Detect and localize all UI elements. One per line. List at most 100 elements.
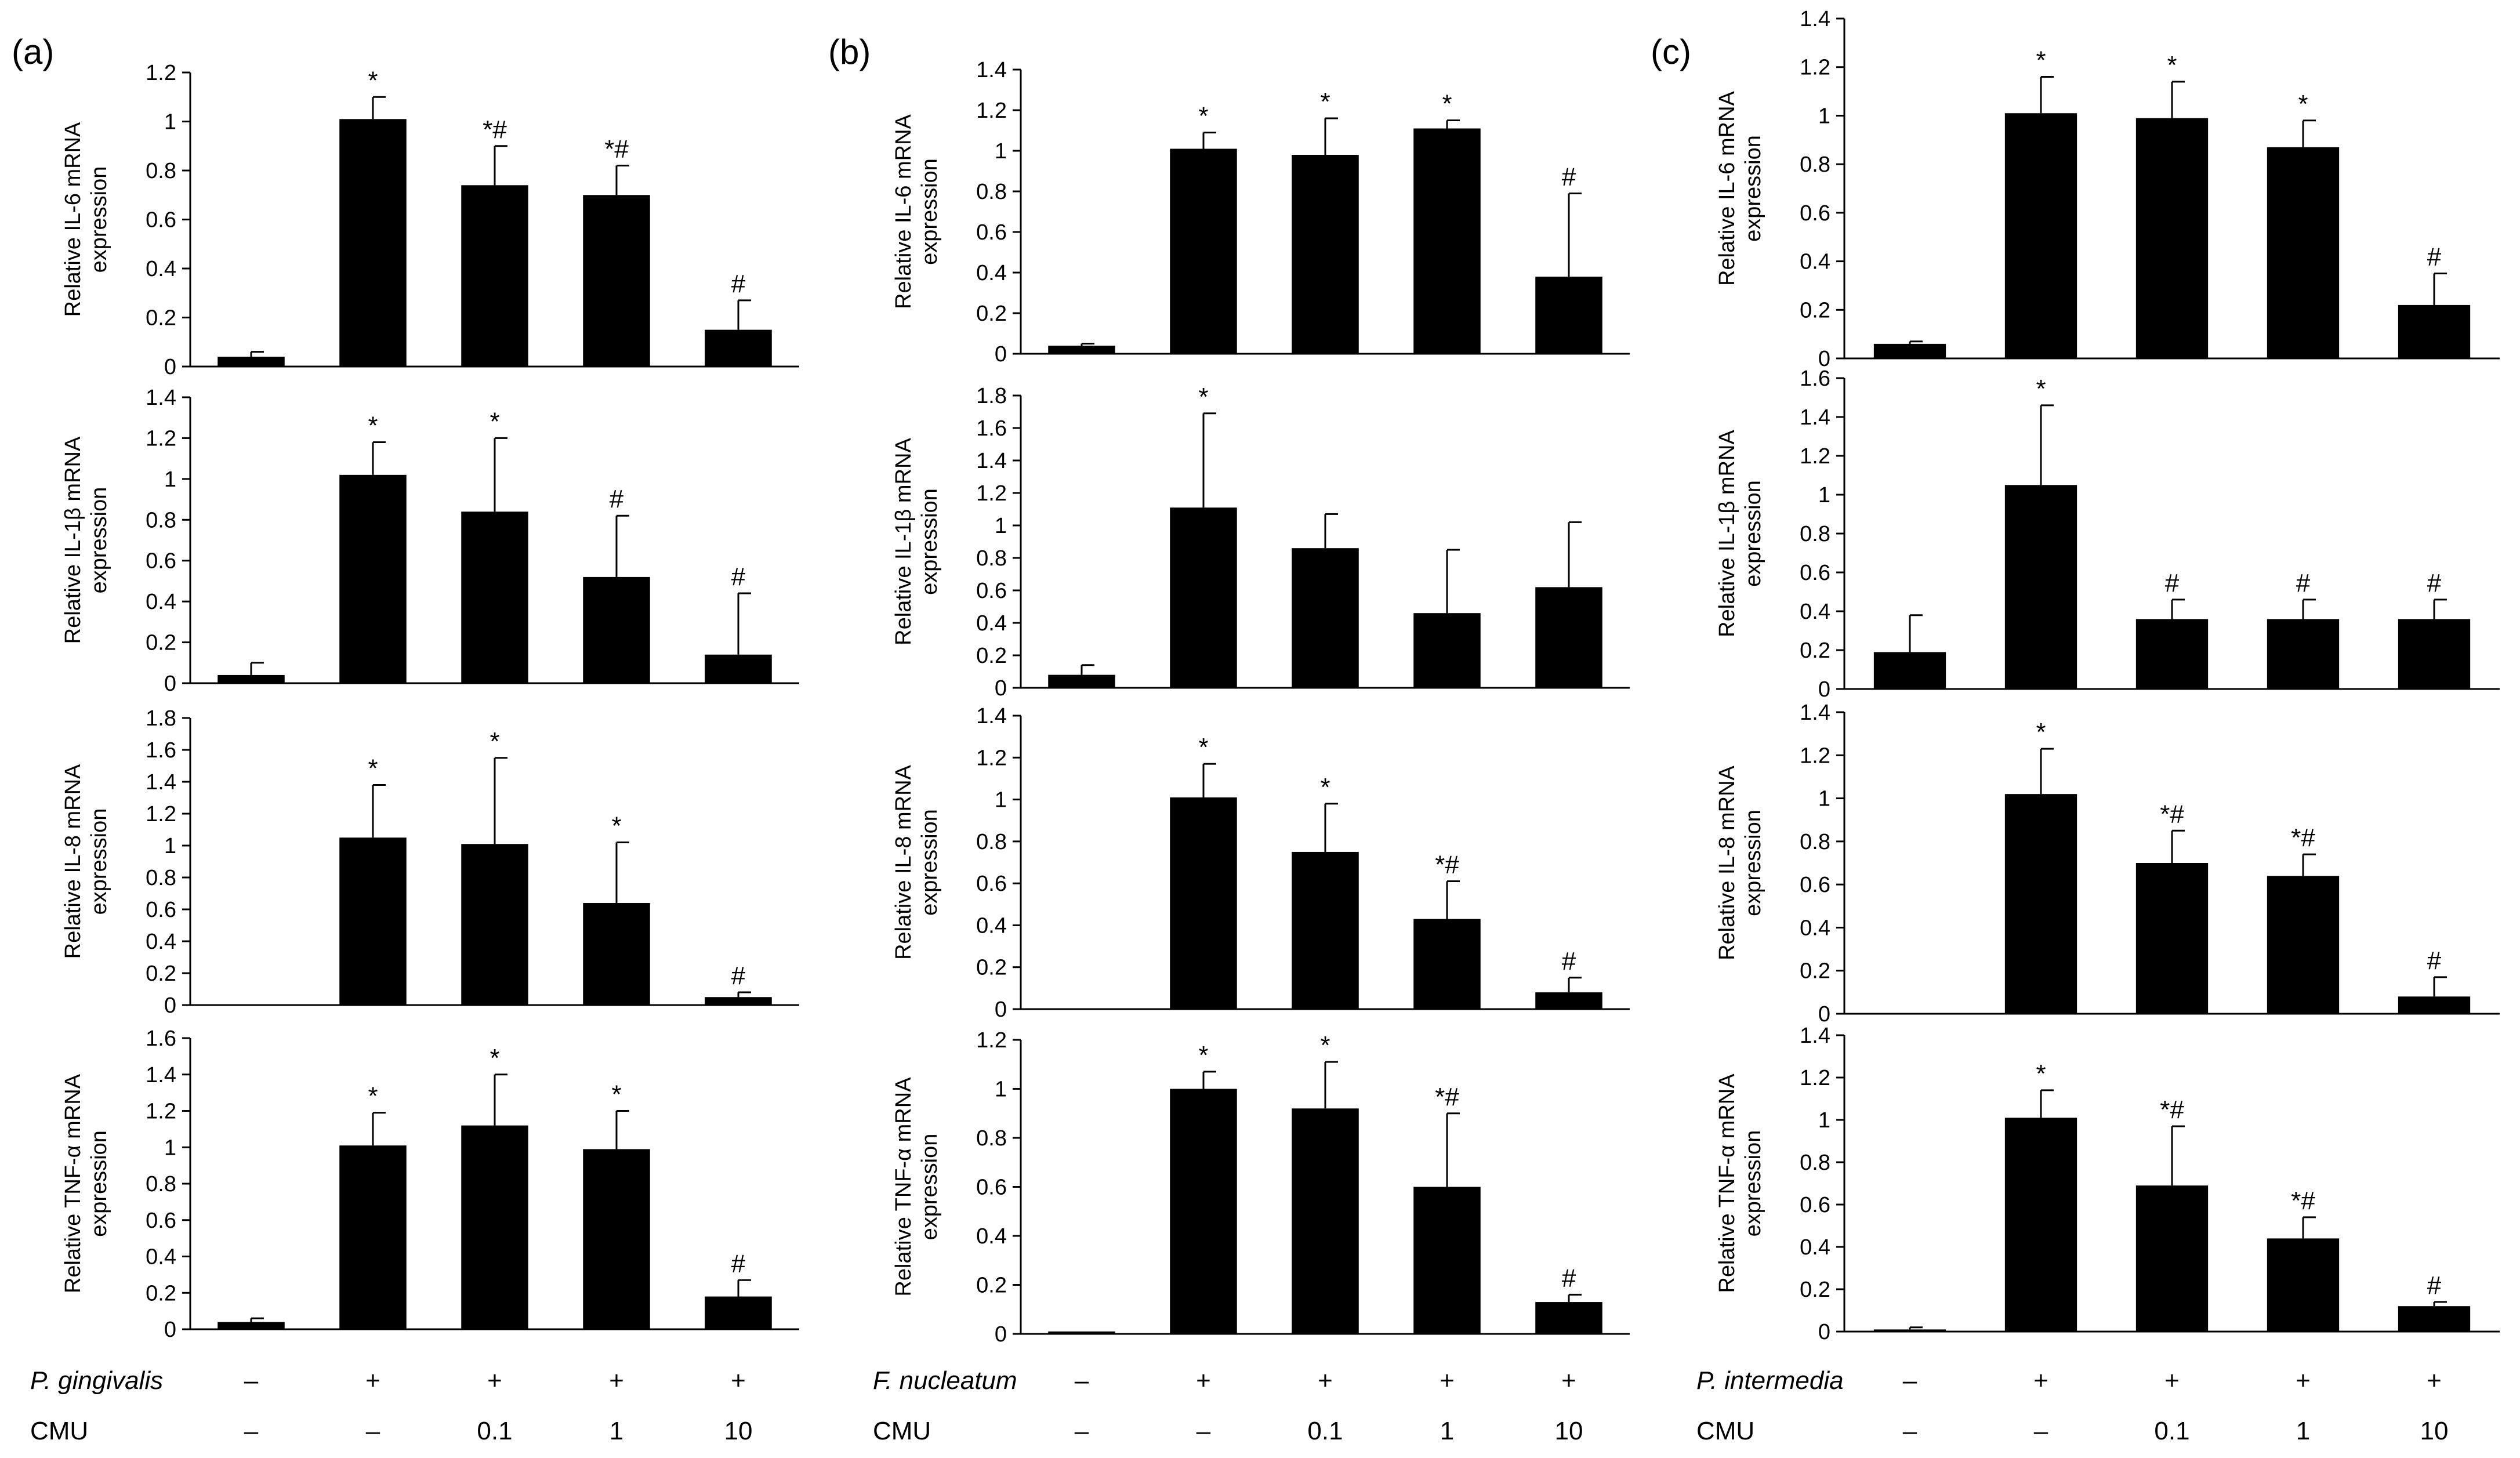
y-tick-label: 0.4: [976, 1224, 1007, 1249]
bar: [2135, 619, 2209, 689]
y-axis-title-line2: expression: [918, 1134, 942, 1241]
bacteria-sign: +: [2296, 1366, 2311, 1395]
y-axis-title: Relative IL-1β mRNA: [891, 438, 916, 645]
significance-mark: #: [731, 962, 746, 990]
bar: [1048, 346, 1115, 354]
chart-b-il1b: 0 0.2 0.4 0.6 0.8 1 1.2 1.4 1.6 1.8 Relative IL-1β…: [891, 383, 1630, 701]
y-tick-label: 1.8: [976, 384, 1007, 408]
y-tick-label: 1.2: [976, 1028, 1007, 1053]
bar: [2398, 1306, 2471, 1332]
bar: [1413, 613, 1481, 688]
y-tick-label: 0.2: [976, 644, 1007, 668]
cmu-dose: 0.1: [1307, 1417, 1343, 1445]
y-axis-title: Relative TNF-α mRNA: [891, 1077, 916, 1297]
chart-a-il8: 0 0.2 0.4 0.6 0.8 1 1.2 1.4 1.6 1.8 Relative IL-8 …: [61, 706, 799, 1018]
bacteria-sign: +: [2164, 1366, 2180, 1395]
bacteria-sign: +: [2033, 1366, 2048, 1395]
bar: [2004, 1118, 2077, 1332]
bar: [1292, 548, 1359, 688]
bar: [339, 119, 407, 367]
bar: [217, 1322, 285, 1329]
y-tick-label: 0: [164, 672, 176, 696]
bacteria-sign: +: [731, 1366, 746, 1395]
y-tick-label: 0.6: [1800, 873, 1830, 897]
y-tick-label: 1.2: [1800, 444, 1830, 469]
y-tick-label: 0.8: [1800, 1151, 1830, 1175]
panel-label-b: (b): [828, 32, 871, 71]
bacteria-sign: +: [1196, 1366, 1211, 1395]
y-axis-title: Relative IL-6 mRNA: [891, 114, 916, 309]
significance-mark: *: [1320, 773, 1330, 801]
bar: [1048, 1331, 1115, 1334]
significance-mark: #: [2427, 569, 2442, 597]
y-tick-label: 1.2: [976, 481, 1007, 506]
significance-mark: #: [2427, 946, 2442, 975]
y-axis-title-line2: expression: [87, 487, 111, 594]
chart-b-il6: 0 0.2 0.4 0.6 0.8 1 1.2 1.4 Relative IL-6 mRNA ex…: [891, 58, 1630, 367]
y-tick-label: 0.8: [976, 1126, 1007, 1151]
significance-mark: *: [368, 66, 378, 95]
cmu-dose: 0.1: [2154, 1417, 2189, 1445]
bacteria-sign: +: [365, 1366, 380, 1395]
y-axis-title: Relative IL-8 mRNA: [891, 764, 916, 959]
y-tick-label: 0.2: [146, 962, 176, 986]
significance-mark: *: [1198, 383, 1208, 411]
y-tick-label: 0: [164, 355, 176, 379]
y-tick-label: 0.6: [976, 220, 1007, 245]
bar: [705, 329, 772, 367]
y-tick-label: 0.6: [976, 1176, 1007, 1200]
bacteria-label: F. nucleatum: [873, 1366, 1017, 1395]
y-tick-label: 1.4: [1800, 7, 1830, 31]
y-tick-label: 1.2: [976, 99, 1007, 123]
bar: [1292, 851, 1359, 1009]
bacteria-sign: –: [1903, 1366, 1917, 1395]
cmu-label: CMU: [30, 1417, 88, 1445]
cmu-dose: 1: [1440, 1417, 1454, 1445]
y-tick-label: 1.2: [146, 1100, 176, 1124]
bar: [1873, 1329, 1946, 1332]
bar: [1170, 148, 1237, 354]
bar: [1413, 1187, 1481, 1334]
y-tick-label: 1: [1818, 1108, 1830, 1133]
y-tick-label: 0.6: [146, 898, 176, 922]
significance-mark: #: [2296, 569, 2311, 597]
significance-mark: *#: [2291, 824, 2315, 852]
bar: [2004, 794, 2077, 1014]
y-axis-title-line2: expression: [918, 809, 942, 916]
y-tick-label: 0.6: [146, 549, 176, 574]
significance-mark: *: [1198, 102, 1208, 130]
bar: [2267, 1238, 2340, 1332]
bar: [339, 474, 407, 683]
y-tick-label: 0: [164, 993, 176, 1018]
y-tick-label: 0.2: [976, 956, 1007, 980]
bar: [2135, 1185, 2209, 1332]
significance-mark: #: [1562, 1264, 1576, 1292]
significance-mark: *#: [1435, 1083, 1459, 1111]
cmu-dose: 10: [2420, 1417, 2449, 1445]
y-tick-label: 0.8: [146, 1172, 176, 1196]
bacteria-sign: +: [1440, 1366, 1455, 1395]
significance-mark: *#: [2160, 800, 2184, 828]
bar: [1048, 674, 1115, 688]
significance-mark: *: [1320, 1031, 1330, 1060]
significance-mark: #: [2165, 569, 2180, 597]
bar: [1170, 1089, 1237, 1334]
y-tick-label: 0.8: [1800, 830, 1830, 854]
conditions-col-2: F. nucleatum CMU – – + – +0.1 +1 +10: [873, 1366, 1583, 1445]
y-tick-label: 0.4: [146, 590, 176, 614]
chart-b-il8: 0 0.2 0.4 0.6 0.8 1 1.2 1.4 Relative IL-8 mRNA ex…: [891, 704, 1630, 1022]
y-tick-label: 0.2: [146, 306, 176, 331]
y-tick-label: 1: [164, 110, 176, 135]
bar: [705, 1296, 772, 1329]
y-tick-label: 0.2: [146, 1281, 176, 1305]
y-tick-label: 1.2: [146, 802, 176, 826]
bar: [583, 576, 650, 683]
bar: [1535, 1302, 1602, 1334]
y-tick-label: 0.4: [976, 261, 1007, 285]
bar: [583, 195, 650, 367]
conditions-col-3: P. intermedia CMU – – + – +0.1 +1 +10: [1696, 1366, 2448, 1445]
cmu-dose: –: [2034, 1417, 2048, 1445]
y-tick-label: 1.8: [146, 706, 176, 731]
y-tick-label: 1.4: [146, 386, 176, 410]
